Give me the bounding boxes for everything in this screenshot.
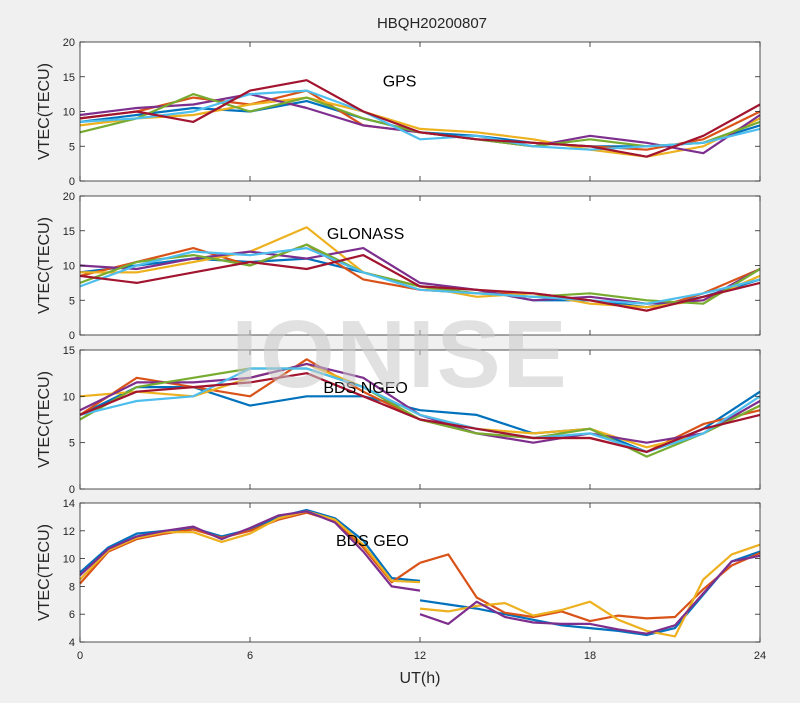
y-tick-label: 6 bbox=[69, 609, 75, 621]
y-tick-label: 12 bbox=[63, 526, 75, 538]
plot-area bbox=[80, 196, 760, 335]
y-tick-label: 0 bbox=[69, 176, 75, 188]
y-tick-label: 10 bbox=[63, 554, 75, 566]
panel-annotation: GPS bbox=[383, 73, 417, 90]
panel-4: 0 6 12 18 24 4 6 8 10 12 14 VTEC(TECU) BDS GEO bbox=[36, 498, 766, 662]
y-tick-label: 0 bbox=[69, 330, 75, 342]
y-tick-label: 5 bbox=[69, 438, 75, 450]
x-tick-label: 18 bbox=[584, 650, 596, 662]
panel-annotation: BDS NGEO bbox=[323, 380, 407, 397]
panel-3: 0 5 10 15 VTEC(TECU) BDS NGEO bbox=[36, 345, 761, 496]
panel-2: 0 5 10 15 20 VTEC(TECU) GLONASS bbox=[36, 191, 761, 342]
y-tick-label: 5 bbox=[69, 141, 75, 153]
series-line-1 bbox=[79, 508, 421, 582]
series-line-4 bbox=[419, 551, 761, 623]
x-tick-label: 12 bbox=[414, 650, 426, 662]
series-line-7 bbox=[79, 254, 761, 312]
x-axis-label: UT(h) bbox=[400, 670, 441, 687]
series-line-6 bbox=[79, 247, 761, 305]
x-tick-label: 24 bbox=[754, 650, 766, 662]
y-tick-label: 20 bbox=[63, 191, 75, 203]
y-tick-label: 4 bbox=[69, 637, 75, 649]
x-tick-label: 0 bbox=[77, 650, 83, 662]
chart-panels: 0 5 10 15 20 VTEC(TECU) GPS 0 5 10 15 20 VTEC(TECU) G… bbox=[36, 37, 766, 662]
plot-area bbox=[80, 42, 760, 181]
series-line-7 bbox=[79, 372, 761, 453]
y-tick-label: 10 bbox=[63, 391, 75, 403]
y-tick-label: 20 bbox=[63, 37, 75, 49]
y-tick-label: 15 bbox=[63, 226, 75, 238]
y-axis-label: VTEC(TECU) bbox=[36, 63, 53, 160]
figure-title: HBQH20200807 bbox=[377, 15, 487, 32]
series-line-7 bbox=[79, 79, 761, 158]
y-tick-label: 15 bbox=[63, 345, 75, 357]
y-tick-label: 8 bbox=[69, 581, 75, 593]
series-line-8 bbox=[419, 554, 761, 635]
series-line-7 bbox=[79, 510, 421, 592]
panel-1: 0 5 10 15 20 VTEC(TECU) GPS bbox=[36, 37, 761, 188]
y-tick-label: 0 bbox=[69, 484, 75, 496]
y-axis-label: VTEC(TECU) bbox=[36, 217, 53, 314]
y-tick-label: 5 bbox=[69, 295, 75, 307]
y-tick-label: 14 bbox=[63, 498, 75, 510]
panel-annotation: GLONASS bbox=[327, 226, 404, 243]
y-axis-label: VTEC(TECU) bbox=[36, 371, 53, 468]
panel-annotation: BDS GEO bbox=[336, 533, 409, 550]
series-line-3 bbox=[79, 511, 421, 585]
series-line-5 bbox=[79, 510, 421, 584]
y-tick-label: 15 bbox=[63, 72, 75, 84]
y-axis-label: VTEC(TECU) bbox=[36, 524, 53, 621]
series-line-6 bbox=[79, 89, 761, 151]
plot-area bbox=[80, 503, 760, 642]
series-line-6 bbox=[419, 543, 761, 638]
y-tick-label: 10 bbox=[63, 261, 75, 273]
x-tick-label: 6 bbox=[247, 650, 253, 662]
y-tick-label: 10 bbox=[63, 107, 75, 119]
